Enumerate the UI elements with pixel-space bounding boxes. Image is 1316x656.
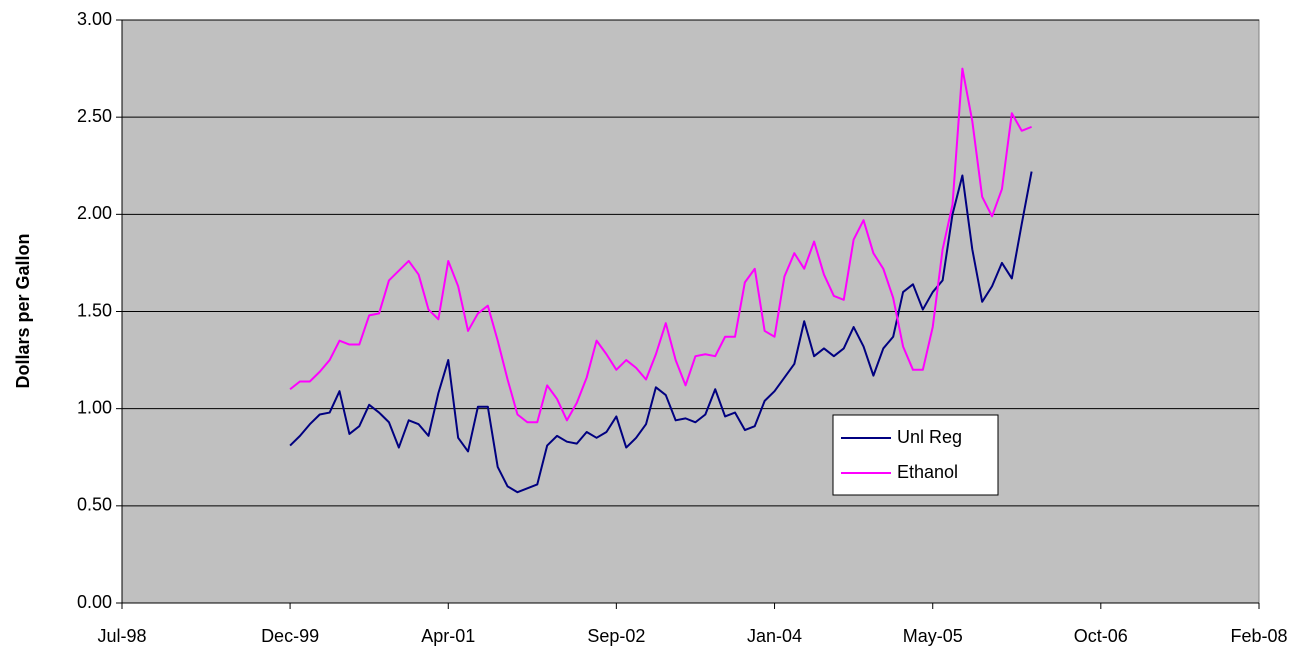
y-tick-label: 3.00: [77, 9, 112, 29]
x-tick-label: May-05: [903, 626, 963, 646]
x-tick-label: Jan-04: [747, 626, 802, 646]
legend-box: [832, 414, 999, 496]
y-tick-label: 0.00: [77, 592, 112, 612]
y-tick-label: 1.50: [77, 300, 112, 320]
x-tick-label: Sep-02: [587, 626, 645, 646]
x-tick-label: Feb-08: [1230, 626, 1287, 646]
lines: [289, 67, 1033, 494]
series-line: [289, 67, 1032, 424]
x-tick-label: Apr-01: [421, 626, 475, 646]
legend-label: Unl Reg: [897, 427, 962, 447]
legend-label: Ethanol: [897, 462, 958, 482]
y-tick-label: 1.00: [77, 397, 112, 417]
x-tick-label: Jul-98: [97, 626, 146, 646]
legend: Unl Reg Ethanol: [832, 414, 999, 496]
y-tick-label: 2.00: [77, 203, 112, 223]
y-axis-title: Dollars per Gallon: [13, 233, 33, 388]
series-line: [289, 171, 1033, 494]
grid: [116, 19, 1260, 609]
x-tick-label: Dec-99: [261, 626, 319, 646]
x-tick-label: Oct-06: [1074, 626, 1128, 646]
y-tick-label: 0.50: [77, 495, 112, 515]
y-tick-label: 2.50: [77, 106, 112, 126]
